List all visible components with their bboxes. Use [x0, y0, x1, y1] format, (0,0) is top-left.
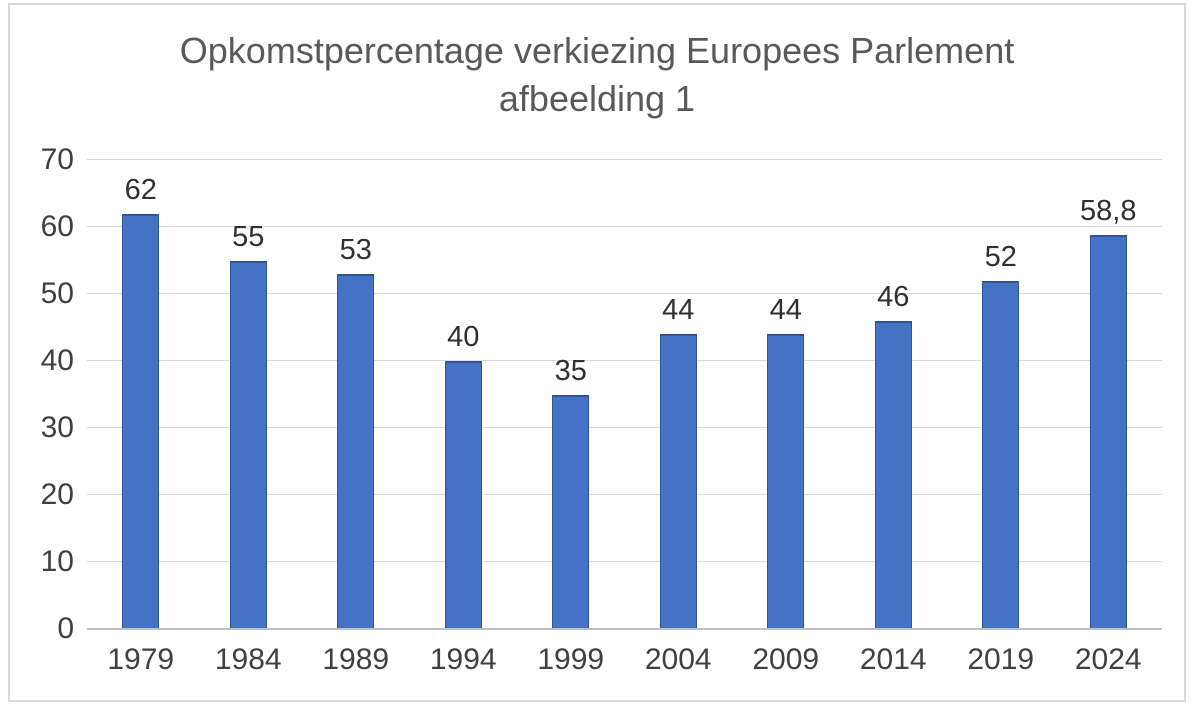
bar-value-label: 55: [232, 220, 265, 253]
x-tick-label-2024: 2024: [1074, 643, 1142, 676]
y-tick-label-0: 0: [57, 612, 74, 645]
gridline-70: [87, 159, 1162, 160]
bar-2004: [659, 334, 697, 629]
x-tick-label-2019: 2019: [967, 643, 1035, 676]
bar-1994: [444, 361, 482, 629]
bar-value-label: 40: [447, 321, 480, 353]
y-tick-label-70: 70: [40, 143, 74, 176]
y-axis-labels: 0 10 20 30 40 50 60 70: [10, 145, 74, 644]
y-tick-label-30: 30: [40, 411, 74, 444]
gridline-10: [87, 561, 1162, 562]
x-tick-label-1979: 1979: [107, 643, 175, 676]
bar-column-2024: 58,8: [1055, 160, 1163, 629]
bar-column-1979: 62: [87, 160, 195, 629]
bar-value-label: 58,8: [1080, 195, 1137, 228]
bar-column-1994: 40: [410, 160, 518, 629]
bar-column-1984: 55: [195, 160, 303, 629]
chart-title-line-2: afbeelding 1: [498, 78, 696, 119]
chart-title: Opkomstpercentage verkiezing Europees Pa…: [10, 27, 1184, 123]
gridline-60: [87, 226, 1162, 227]
y-tick-label-20: 20: [40, 478, 74, 511]
bar-value-label: 44: [662, 294, 695, 327]
bar-1984: [229, 260, 267, 629]
bar-1979: [122, 213, 160, 629]
y-tick-label-50: 50: [40, 277, 74, 310]
bar-column-2004: 44: [625, 160, 733, 629]
x-tick-label-1994: 1994: [429, 643, 497, 676]
bar-value-label: 62: [124, 173, 157, 206]
bar-2014: [874, 320, 912, 629]
x-axis-line: [87, 628, 1162, 630]
bar-1999: [552, 394, 590, 629]
y-tick-label-40: 40: [40, 344, 74, 377]
bar-column-2019: 52: [947, 160, 1055, 629]
x-tick-label-1984: 1984: [214, 643, 282, 676]
x-tick-label-1999: 1999: [537, 643, 605, 676]
bar-column-2009: 44: [732, 160, 840, 629]
bar-column-1989: 53: [302, 160, 410, 629]
x-tick-label-2004: 2004: [644, 643, 712, 676]
y-tick-label-60: 60: [40, 210, 74, 243]
bar-value-label: 52: [984, 240, 1017, 273]
x-tick-label-2014: 2014: [859, 643, 927, 676]
gridline-20: [87, 494, 1162, 495]
y-tick-label-10: 10: [40, 545, 74, 578]
bar-2019: [982, 280, 1020, 629]
chart-frame: Opkomstpercentage verkiezing Europees Pa…: [8, 3, 1186, 702]
bar-value-label: 46: [877, 280, 910, 313]
x-tick-label-2009: 2009: [752, 643, 820, 676]
bar-column-2014: 46: [840, 160, 948, 629]
x-axis-labels: 1979 1984 1989 1994 1999 2004 2009 2014 2019 2024: [87, 643, 1162, 675]
plot-area: 62 55 53 40 35 44 44 46 52 58,8: [87, 159, 1163, 630]
bar-2009: [767, 334, 805, 629]
bar-1989: [337, 273, 375, 629]
x-tick-label-1989: 1989: [322, 643, 390, 676]
bar-value-label: 44: [769, 294, 802, 327]
bar-column-1999: 35: [517, 160, 625, 629]
bar-value-label: 35: [554, 354, 587, 387]
chart-title-line-1: Opkomstpercentage verkiezing Europees Pa…: [179, 30, 1015, 71]
gridline-40: [87, 360, 1162, 361]
gridline-50: [87, 293, 1162, 294]
bar-2024: [1089, 235, 1127, 629]
gridline-30: [87, 427, 1162, 428]
bar-value-label: 53: [339, 233, 372, 266]
